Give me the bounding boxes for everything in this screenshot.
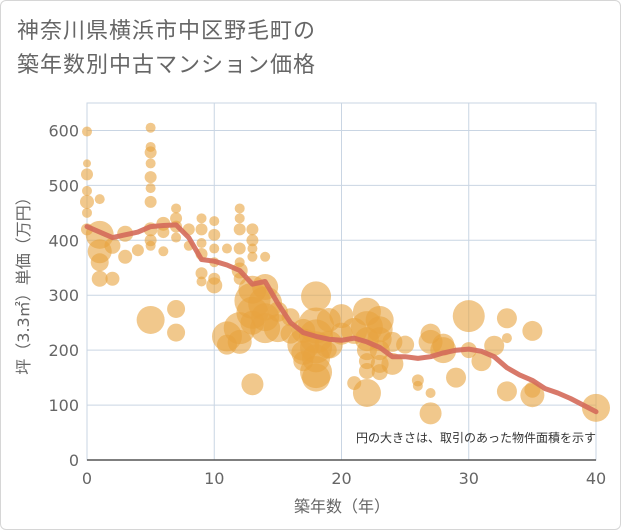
data-bubble bbox=[80, 194, 94, 209]
data-bubble bbox=[247, 243, 258, 254]
data-bubble bbox=[131, 244, 144, 257]
data-bubble bbox=[144, 195, 157, 208]
bubble-size-note: 円の大きさは、取引のあった物件面積を示す bbox=[356, 430, 596, 445]
data-bubble bbox=[94, 194, 105, 205]
data-bubble bbox=[171, 232, 182, 243]
y-tick-label: 0 bbox=[69, 451, 79, 470]
y-tick-label: 100 bbox=[48, 396, 79, 415]
data-bubble bbox=[82, 185, 92, 196]
data-bubble bbox=[81, 168, 93, 181]
data-bubble bbox=[471, 351, 492, 372]
data-bubble bbox=[419, 402, 442, 425]
y-tick-label: 300 bbox=[48, 286, 79, 305]
y-tick-label: 200 bbox=[48, 341, 79, 360]
chart-title: 神奈川県横浜市中区野毛町の 築年数別中古マンション価格 bbox=[17, 15, 316, 83]
y-tick-label: 400 bbox=[48, 231, 79, 250]
data-bubble bbox=[396, 335, 415, 354]
data-bubble bbox=[195, 223, 208, 236]
chart-title-line-1: 神奈川県横浜市中区野毛町の bbox=[17, 19, 317, 44]
data-bubble bbox=[358, 363, 375, 380]
average-line-series bbox=[84, 222, 599, 415]
data-bubble bbox=[170, 212, 183, 225]
data-bubble bbox=[136, 305, 165, 334]
y-tick-label: 600 bbox=[48, 121, 79, 140]
data-bubble bbox=[104, 237, 121, 254]
data-bubble bbox=[233, 223, 246, 236]
data-bubble bbox=[209, 216, 220, 227]
data-bubble bbox=[302, 363, 331, 392]
data-bubble bbox=[144, 146, 157, 159]
data-bubble bbox=[234, 213, 245, 224]
data-bubble bbox=[196, 213, 207, 224]
data-bubble bbox=[412, 380, 423, 391]
data-bubble bbox=[246, 223, 259, 236]
data-bubble bbox=[452, 300, 485, 333]
data-bubble bbox=[522, 320, 543, 341]
data-bubble bbox=[260, 251, 271, 262]
data-bubble bbox=[233, 242, 246, 255]
y-tick-label: 500 bbox=[48, 176, 79, 195]
data-bubble bbox=[91, 270, 108, 287]
data-bubble bbox=[320, 342, 337, 359]
data-bubble bbox=[352, 378, 381, 407]
x-tick-label: 0 bbox=[82, 469, 92, 488]
data-bubble bbox=[425, 387, 436, 398]
data-bubble bbox=[221, 243, 232, 254]
bubble-series bbox=[80, 122, 610, 425]
data-bubble bbox=[196, 276, 207, 287]
data-bubble bbox=[209, 243, 220, 254]
data-bubble bbox=[145, 240, 156, 251]
x-axis-label: 築年数（年） bbox=[294, 497, 390, 516]
data-bubble bbox=[90, 253, 109, 272]
average-price-line bbox=[84, 222, 599, 415]
data-bubble bbox=[446, 367, 467, 388]
data-bubble bbox=[167, 299, 186, 318]
data-bubble bbox=[484, 335, 505, 356]
data-bubble bbox=[167, 323, 186, 342]
y-axis-label: 坪（3.3㎡）単価（万円） bbox=[14, 189, 33, 374]
chart-title-line-2: 築年数別中古マンション価格 bbox=[17, 53, 317, 78]
data-bubble bbox=[208, 228, 221, 241]
data-bubble bbox=[520, 383, 545, 408]
data-bubble bbox=[496, 381, 517, 402]
data-bubble bbox=[158, 246, 169, 257]
data-bubble bbox=[82, 207, 92, 218]
data-bubble bbox=[145, 158, 156, 169]
data-bubble bbox=[118, 249, 133, 264]
data-bubble bbox=[496, 308, 517, 329]
data-bubble bbox=[82, 126, 92, 137]
data-bubble bbox=[206, 277, 223, 294]
data-bubble bbox=[582, 393, 610, 422]
data-bubble bbox=[171, 203, 182, 214]
data-bubble bbox=[227, 329, 252, 354]
data-bubble bbox=[145, 183, 156, 194]
data-bubble bbox=[301, 281, 332, 312]
data-bubble bbox=[234, 203, 245, 214]
data-bubble bbox=[145, 122, 156, 133]
x-tick-label: 20 bbox=[331, 469, 351, 488]
x-tick-label: 30 bbox=[459, 469, 479, 488]
axes: 0 100 200 300 400 500 600 0 10 20 30 40 bbox=[48, 121, 606, 488]
data-bubble bbox=[195, 267, 208, 280]
data-bubble bbox=[105, 271, 120, 286]
data-bubble bbox=[247, 251, 258, 262]
x-tick-label: 40 bbox=[586, 469, 606, 488]
data-bubble bbox=[83, 159, 91, 168]
x-tick-label: 10 bbox=[204, 469, 224, 488]
data-bubble bbox=[157, 226, 170, 239]
grid bbox=[86, 102, 597, 461]
data-bubble bbox=[241, 373, 264, 396]
data-bubble bbox=[501, 333, 512, 344]
data-bubble bbox=[196, 238, 207, 249]
data-bubble bbox=[144, 171, 157, 184]
data-bubble bbox=[246, 234, 259, 247]
